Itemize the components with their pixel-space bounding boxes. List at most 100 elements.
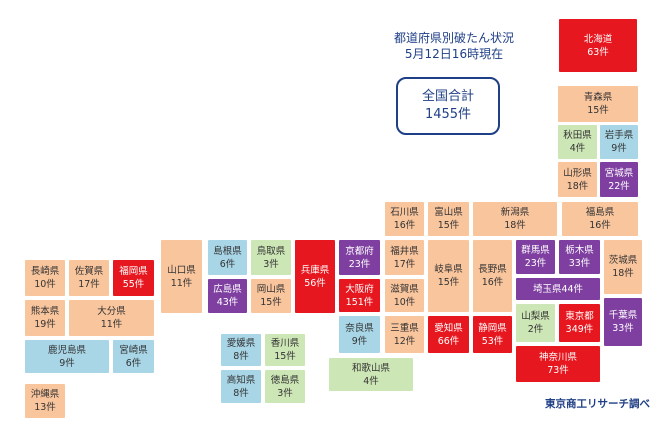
pref-count: 16件 bbox=[393, 220, 416, 231]
pref-name: 岩手県 bbox=[604, 130, 634, 141]
pref-name: 愛媛県 bbox=[226, 338, 256, 349]
pref-count: 73件 bbox=[547, 365, 569, 376]
pref-count: 56件 bbox=[304, 277, 326, 289]
pref-tokyo: 東京都 349件 bbox=[558, 303, 601, 343]
pref-tottori: 鳥取県 3件 bbox=[250, 239, 292, 276]
pref-name: 熊本県 bbox=[30, 306, 60, 317]
pref-name: 島根県 bbox=[213, 245, 242, 257]
pref-name: 山形県 bbox=[563, 167, 592, 179]
pref-name: 群馬県 bbox=[521, 245, 550, 256]
pref-count: 3件 bbox=[277, 387, 293, 399]
pref-nagano: 長野県 16件 bbox=[472, 239, 513, 313]
pref-count: 8件 bbox=[233, 351, 249, 362]
pref-count: 13件 bbox=[34, 402, 56, 413]
pref-count: 53件 bbox=[481, 335, 504, 347]
pref-kagoshima: 鹿児島県 9件 bbox=[24, 339, 110, 374]
pref-name: 東京都 bbox=[565, 311, 594, 322]
pref-name: 福井県 bbox=[390, 245, 419, 257]
pref-saitama: 埼玉県 44件 bbox=[515, 277, 601, 301]
pref-mie: 三重県 12件 bbox=[384, 315, 425, 354]
pref-osaka: 大阪府 151件 bbox=[338, 278, 381, 313]
pref-name: 富山県 bbox=[434, 207, 463, 218]
pref-ehime: 愛媛県 8件 bbox=[220, 333, 262, 367]
pref-count: 4件 bbox=[363, 375, 379, 387]
pref-yamaguchi: 山口県 11件 bbox=[160, 239, 203, 314]
pref-name: 石川県 bbox=[390, 207, 419, 218]
pref-shizuoka: 静岡県 53件 bbox=[472, 315, 513, 354]
pref-yamagata: 山形県 18件 bbox=[557, 161, 598, 198]
total-label: 全国合計 bbox=[421, 89, 474, 104]
pref-name: 岐阜県 bbox=[434, 264, 463, 275]
pref-count: 18件 bbox=[504, 220, 526, 231]
pref-ibaraki: 茨城県 18件 bbox=[603, 239, 643, 295]
pref-count: 6件 bbox=[125, 357, 142, 369]
pref-name: 香川県 bbox=[270, 338, 300, 349]
pref-name: 山口県 bbox=[167, 264, 196, 276]
source-credit: 東京商工リサーチ調べ bbox=[545, 398, 650, 410]
pref-kochi: 高知県 8件 bbox=[220, 369, 262, 404]
pref-name: 栃木県 bbox=[565, 245, 594, 256]
pref-count: 9件 bbox=[351, 335, 368, 347]
pref-miyagi: 宮城県 22件 bbox=[599, 161, 639, 198]
pref-count: 3件 bbox=[263, 258, 279, 270]
pref-name: 宮崎県 bbox=[119, 344, 148, 356]
pref-count: 44件 bbox=[561, 283, 584, 295]
pref-miyazaki: 宮崎県 6件 bbox=[112, 339, 155, 374]
pref-count: 10件 bbox=[34, 279, 56, 290]
pref-nara: 奈良県 9件 bbox=[338, 315, 381, 354]
pref-oita: 大分県 11件 bbox=[68, 299, 155, 337]
national-total-box: 全国合計 1455件 bbox=[396, 77, 500, 135]
pref-count: 15件 bbox=[260, 297, 282, 308]
pref-count: 349件 bbox=[565, 324, 594, 335]
pref-count: 22件 bbox=[608, 180, 630, 192]
pref-name: 兵庫県 bbox=[300, 264, 330, 276]
pref-toyama: 富山県 15件 bbox=[427, 201, 470, 237]
pref-name: 新潟県 bbox=[500, 207, 530, 218]
pref-hyogo: 兵庫県 56件 bbox=[294, 239, 336, 314]
total-value: 1455件 bbox=[424, 107, 472, 122]
pref-name: 三重県 bbox=[390, 322, 419, 334]
pref-count: 8件 bbox=[233, 387, 249, 399]
pref-name: 長崎県 bbox=[30, 266, 60, 277]
pref-name: 滋賀県 bbox=[390, 283, 419, 295]
pref-iwate: 岩手県 9件 bbox=[599, 124, 639, 160]
pref-kagawa: 香川県 15件 bbox=[264, 333, 306, 367]
pref-count: 4件 bbox=[569, 143, 586, 154]
pref-count: 2件 bbox=[527, 324, 544, 335]
pref-akita: 秋田県 4件 bbox=[557, 124, 598, 160]
pref-count: 19件 bbox=[34, 319, 56, 330]
pref-hokkaido: 北海道 63件 bbox=[558, 18, 638, 73]
pref-fukushima: 福島県 16件 bbox=[561, 201, 639, 237]
pref-name: 埼玉県 bbox=[532, 283, 562, 295]
pref-count: 43件 bbox=[216, 297, 239, 308]
pref-count: 66件 bbox=[437, 335, 460, 347]
pref-fukui: 福井県 17件 bbox=[384, 239, 425, 276]
pref-aomori: 青森県 15件 bbox=[557, 85, 639, 123]
pref-count: 9件 bbox=[611, 143, 627, 154]
pref-name: 茨城県 bbox=[608, 255, 638, 266]
pref-name: 和歌山県 bbox=[351, 362, 390, 374]
pref-tokushima: 徳島県 3件 bbox=[264, 369, 306, 404]
pref-count: 33件 bbox=[612, 323, 634, 334]
pref-count: 15件 bbox=[587, 105, 609, 116]
pref-name: 岡山県 bbox=[256, 284, 286, 295]
map-title: 都道府県別破たん状況 5月12日16時現在 bbox=[370, 30, 538, 62]
pref-name: 大阪府 bbox=[345, 283, 374, 295]
pref-name: 奈良県 bbox=[345, 322, 374, 334]
pref-name: 京都府 bbox=[345, 245, 374, 257]
pref-name: 広島県 bbox=[213, 284, 242, 295]
pref-name: 愛知県 bbox=[434, 322, 463, 334]
pref-count: 12件 bbox=[393, 335, 416, 347]
pref-name: 長野県 bbox=[478, 264, 507, 275]
pref-name: 千葉県 bbox=[608, 310, 638, 321]
pref-saga: 佐賀県 17件 bbox=[68, 259, 110, 297]
pref-count: 33件 bbox=[568, 258, 591, 269]
pref-name: 沖縄県 bbox=[30, 389, 60, 400]
title-line-1: 都道府県別破たん状況 bbox=[393, 31, 514, 45]
pref-name: 秋田県 bbox=[563, 130, 592, 141]
pref-name: 徳島県 bbox=[270, 374, 300, 386]
pref-shimane: 島根県 6件 bbox=[207, 239, 248, 276]
pref-yamanashi: 山梨県 2件 bbox=[515, 303, 556, 343]
pref-name: 鳥取県 bbox=[256, 245, 286, 257]
pref-chiba: 千葉県 33件 bbox=[603, 297, 643, 347]
